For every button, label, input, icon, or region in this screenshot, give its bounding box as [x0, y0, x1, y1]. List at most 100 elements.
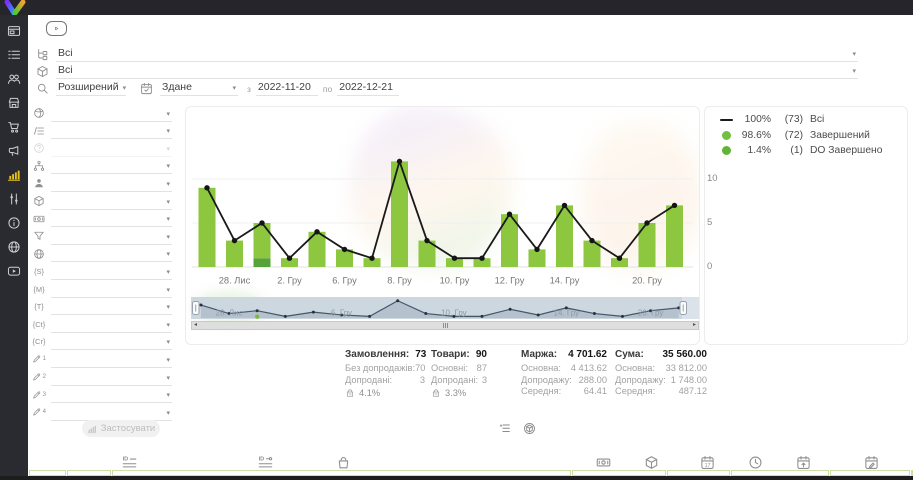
- sidebar-item-orders[interactable]: [7, 48, 21, 62]
- line-point[interactable]: [671, 202, 678, 209]
- custom-field-2-select[interactable]: ▾: [51, 373, 172, 386]
- calendar-in-icon[interactable]: [796, 455, 816, 470]
- bar[interactable]: [666, 205, 683, 267]
- navigator-handle[interactable]: [192, 301, 200, 315]
- line-point[interactable]: [341, 246, 348, 253]
- utm-source-select[interactable]: ▾: [51, 267, 172, 280]
- date-to-input[interactable]: 2022-12-21: [337, 81, 400, 96]
- utm-campaign-select[interactable]: ▾: [51, 337, 172, 351]
- line-point[interactable]: [479, 255, 485, 261]
- line-point[interactable]: [451, 255, 458, 261]
- table-header-cell[interactable]: [29, 470, 66, 476]
- product-select[interactable]: Всі ▾: [56, 64, 858, 79]
- id-external-icon[interactable]: ID: [258, 455, 278, 470]
- line-point[interactable]: [534, 246, 540, 253]
- site-select[interactable]: ▾: [51, 249, 172, 263]
- table-header-cell[interactable]: [66, 470, 111, 476]
- unknown-select[interactable]: ▾: [51, 144, 172, 157]
- custom-field-1-select[interactable]: ▾: [51, 355, 172, 368]
- date-field-select[interactable]: Здане ▾: [160, 81, 238, 96]
- bar[interactable]: [638, 223, 656, 267]
- manager-select[interactable]: ▾: [51, 179, 172, 192]
- line-point[interactable]: [286, 255, 293, 261]
- table-header-cell[interactable]: [830, 470, 910, 476]
- line-point[interactable]: [396, 158, 403, 165]
- scroll-right-arrow[interactable]: ▸: [692, 322, 696, 328]
- bar[interactable]: [611, 258, 628, 267]
- utm-content-select[interactable]: ▾: [51, 320, 172, 333]
- bar[interactable]: [198, 187, 216, 267]
- bar[interactable]: [473, 258, 491, 267]
- line-point[interactable]: [424, 237, 430, 244]
- bar[interactable]: [446, 258, 463, 267]
- package-view-icon[interactable]: [523, 422, 536, 435]
- sidebar-item-statistics[interactable]: [7, 168, 21, 182]
- package-icon[interactable]: [644, 455, 664, 470]
- custom-field-3-select[interactable]: ▾: [51, 390, 172, 404]
- legend-item[interactable]: 98.6% (72) Завершений: [718, 130, 882, 141]
- line-point[interactable]: [204, 185, 210, 191]
- bar[interactable]: [281, 258, 298, 267]
- bar[interactable]: [556, 205, 573, 267]
- bar[interactable]: [336, 249, 353, 267]
- bar[interactable]: [528, 249, 546, 267]
- line-point[interactable]: [644, 220, 650, 226]
- sidebar-item-cart[interactable]: [7, 120, 21, 134]
- line-point[interactable]: [506, 211, 513, 217]
- navigator-scrollbar[interactable]: ◂ ▸: [191, 321, 699, 330]
- sidebar-item-store[interactable]: [7, 96, 21, 110]
- bar[interactable]: [583, 240, 601, 267]
- custom-field-4-select[interactable]: ▾: [51, 408, 172, 421]
- chart-navigator[interactable]: 28. Лис 6. Гру 10. Гру 14. Гру 20. Гру: [191, 297, 699, 319]
- line-point[interactable]: [616, 255, 623, 261]
- apply-button[interactable]: Застосувати: [82, 420, 160, 437]
- bar[interactable]: [226, 240, 243, 267]
- status-list-select[interactable]: ▾: [51, 126, 172, 140]
- sidebar-item-dashboard[interactable]: [7, 24, 21, 38]
- line-point[interactable]: [369, 255, 375, 261]
- bar[interactable]: [308, 231, 326, 267]
- date-from-input[interactable]: 2022-11-20: [255, 81, 318, 96]
- sidebar-item-marketing[interactable]: [7, 144, 21, 158]
- line-series[interactable]: [206, 158, 675, 260]
- list-view-icon[interactable]: [498, 422, 511, 435]
- product-select[interactable]: ▾: [51, 197, 172, 210]
- line-point[interactable]: [259, 220, 265, 226]
- line-point[interactable]: [589, 237, 595, 244]
- bag-icon[interactable]: [336, 455, 356, 470]
- table-header-cell[interactable]: [731, 470, 830, 476]
- group-select[interactable]: Всі ▾: [56, 47, 858, 62]
- funnel-source-select[interactable]: ▾: [51, 161, 172, 175]
- line-point[interactable]: [561, 202, 568, 209]
- id-list-icon[interactable]: ID: [122, 455, 142, 470]
- bar[interactable]: [253, 223, 271, 259]
- payment-select[interactable]: ▾: [51, 214, 172, 228]
- utm-medium-select[interactable]: ▾: [51, 285, 172, 298]
- legend-item[interactable]: 100% (73) Всі: [718, 114, 882, 125]
- sidebar-item-video[interactable]: [7, 264, 21, 278]
- line-point[interactable]: [314, 229, 320, 235]
- bar[interactable]: [391, 161, 408, 267]
- bar-segment-do[interactable]: [253, 258, 271, 267]
- line-point[interactable]: [231, 237, 238, 244]
- country-select[interactable]: ▾: [51, 109, 172, 122]
- bar[interactable]: [418, 240, 436, 267]
- clock-icon[interactable]: [748, 455, 768, 470]
- calendar-edit-icon[interactable]: [864, 455, 884, 470]
- orders-chart[interactable]: 28. Лис 2. Гру 6. Гру 8. Гру 10. Гру 12. Гру 1…: [186, 107, 699, 344]
- calendar-date-icon[interactable]: 17: [700, 455, 720, 470]
- sidebar-item-network[interactable]: [7, 240, 21, 254]
- bar[interactable]: [501, 214, 518, 267]
- navigator-handle[interactable]: [679, 301, 687, 315]
- bar[interactable]: [363, 258, 381, 267]
- scroll-left-arrow[interactable]: ◂: [194, 322, 198, 328]
- table-header-cell[interactable]: [111, 470, 571, 476]
- table-header-cell[interactable]: [666, 470, 731, 476]
- scrollbar-grip[interactable]: [442, 323, 448, 328]
- sidebar-item-settings[interactable]: [7, 192, 21, 206]
- filter-select[interactable]: ▾: [51, 232, 172, 245]
- table-header-cell[interactable]: [571, 470, 666, 476]
- sidebar-item-customers[interactable]: [7, 72, 21, 86]
- video-help-button[interactable]: [46, 21, 67, 36]
- legend-item[interactable]: 1.4% (1) DO Завершено: [718, 145, 882, 156]
